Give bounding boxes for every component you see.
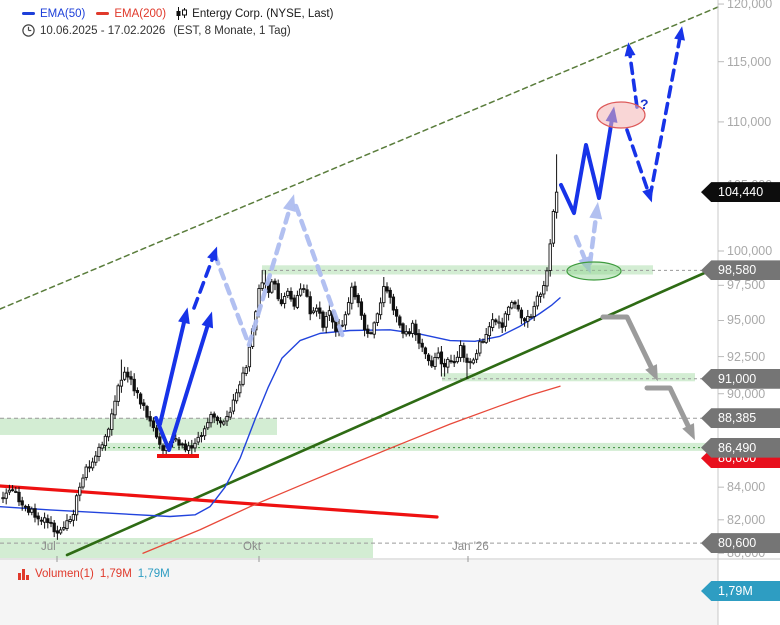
price-tick-label: 92,500 (727, 349, 766, 364)
price-tick-label: 82,000 (727, 512, 766, 527)
period-label: 10.06.2025 - 17.02.2026 (40, 24, 166, 37)
price-tick-label: 84,000 (727, 480, 766, 495)
axis-badge-volume-last: 1,79M (701, 581, 780, 601)
ema200-legend[interactable]: EMA(200) (114, 7, 167, 20)
period-details: (EST, 8 Monate, 1 Tag) (173, 24, 291, 37)
volume-value-red: 1,79M (99, 568, 132, 580)
red-target-ellipse (596, 101, 646, 129)
annotation-arrow (648, 26, 685, 199)
ema50-legend[interactable]: EMA(50) (40, 7, 86, 20)
support-zone (0, 418, 277, 435)
time-axis-label: Okt (243, 541, 261, 553)
support-zone (442, 373, 695, 382)
price-tick-label: 95,000 (727, 313, 766, 328)
support-zone-bottom (0, 538, 373, 558)
ema200-line (142, 385, 561, 554)
axis-badge-level-80600: 80,600 (701, 533, 780, 554)
axis-badge-level-98580: 98,580 (701, 260, 780, 281)
volume-bars-icon (18, 568, 29, 580)
annotation-arrow (644, 385, 695, 441)
trendline-falling-red[interactable] (0, 484, 439, 519)
ema50-line (0, 297, 561, 518)
annotation-arrow (624, 42, 639, 109)
period-row: 10.06.2025 - 17.02.2026 (EST, 8 Monate, … (22, 24, 291, 37)
annotation-arrow (154, 311, 214, 452)
price-tick-label: 110,000 (727, 114, 772, 129)
annotation-arrow (158, 307, 190, 426)
price-tick-label: 97,500 (727, 278, 766, 293)
support-zone (262, 265, 653, 275)
annotation-arrow (212, 194, 296, 348)
volume-legend: Volumen(1) 1,79M 1,79M (18, 568, 170, 580)
chart-legend: EMA(50) EMA(200) Entergy Corp. (NYSE, La… (22, 7, 333, 20)
support-zone (103, 442, 718, 451)
axis-badge-last-price: 104,440 (701, 182, 780, 203)
ema200-swatch-icon (96, 12, 110, 15)
price-tick-label: 115,000 (727, 54, 772, 69)
time-axis-label: Jan '26 (452, 541, 489, 553)
candlestick-icon (176, 7, 188, 20)
green-target-ellipse (566, 261, 622, 281)
clock-icon (22, 24, 35, 37)
axis-badge-level-91000: 91,000 (701, 368, 780, 389)
annotation-arrow (587, 201, 603, 266)
ema50-swatch-icon (22, 12, 35, 15)
symbol-title: Entergy Corp. (NYSE, Last) (192, 7, 334, 20)
axis-badge-level-86490: 86,490 (701, 437, 780, 458)
price-tick-label: 120,000 (727, 0, 773, 12)
trendline-channel-parallel[interactable] (0, 6, 719, 310)
axis-badge-level-88385: 88,385 (701, 408, 780, 429)
annotation-arrow (192, 246, 218, 310)
annotation-arrow (293, 203, 347, 343)
volume-indicator-label[interactable]: Volumen(1) (35, 568, 94, 580)
question-mark-annotation: ? (640, 96, 649, 112)
price-tick-label: 100,000 (727, 244, 773, 258)
price-tick-label: 90,000 (727, 386, 766, 401)
time-axis-label: Jul (41, 541, 56, 553)
volume-value-blue: 1,79M (137, 568, 170, 580)
plot-area[interactable] (0, 6, 719, 558)
annotation-arrow (600, 314, 658, 382)
